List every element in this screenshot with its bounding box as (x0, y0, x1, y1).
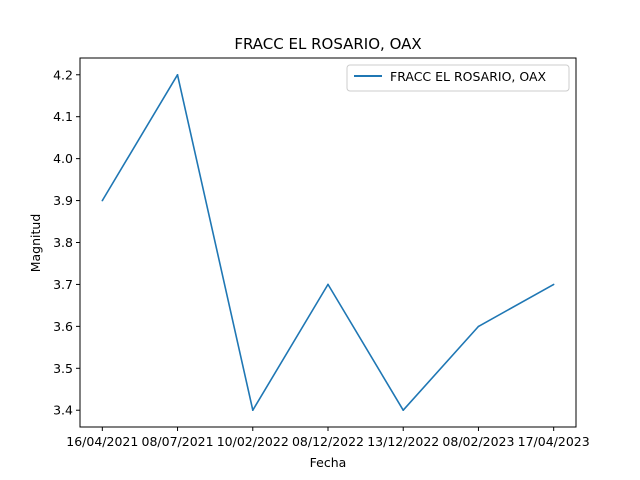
y-axis-ticks: 3.4 3.5 3.6 3.7 3.8 3.9 4.0 4.1 4.2 (53, 67, 80, 418)
y-tick-label: 4.2 (53, 67, 73, 82)
data-point (176, 73, 179, 76)
y-tick-label: 4.0 (53, 151, 73, 166)
x-tick-label: 17/04/2023 (518, 434, 590, 449)
data-point (101, 199, 104, 202)
series-layer (101, 73, 555, 412)
y-tick-label: 3.9 (53, 193, 73, 208)
legend: FRACC EL ROSARIO, OAX (346, 64, 570, 92)
y-tick-label: 3.5 (53, 361, 73, 376)
y-tick-label: 3.8 (53, 235, 73, 250)
x-tick-label: 08/07/2021 (142, 434, 214, 449)
x-axis-ticks: 16/04/2021 08/07/2021 10/02/2022 08/12/2022… (66, 427, 590, 449)
y-tick-label: 3.4 (53, 403, 73, 418)
x-axis-label: Fecha (310, 455, 347, 470)
y-tick-label: 3.7 (53, 277, 73, 292)
data-point (251, 409, 254, 412)
plot-frame (79, 57, 577, 428)
legend-entry: FRACC EL ROSARIO, OAX (390, 69, 547, 84)
x-tick-label: 08/02/2023 (442, 434, 514, 449)
x-tick-label: 13/12/2022 (367, 434, 439, 449)
data-point (477, 325, 480, 328)
data-point (327, 283, 329, 286)
x-tick-label: 16/04/2021 (66, 434, 138, 449)
x-tick-label: 08/12/2022 (292, 434, 364, 449)
data-point (552, 283, 555, 286)
chart-title: FRACC EL ROSARIO, OAX (234, 35, 421, 53)
y-tick-label: 3.6 (53, 319, 73, 334)
x-tick-label: 10/02/2022 (217, 434, 289, 449)
data-point (402, 409, 405, 412)
y-axis-label: Magnitud (28, 214, 43, 273)
y-tick-label: 4.1 (53, 109, 73, 124)
legend-box (346, 64, 570, 92)
